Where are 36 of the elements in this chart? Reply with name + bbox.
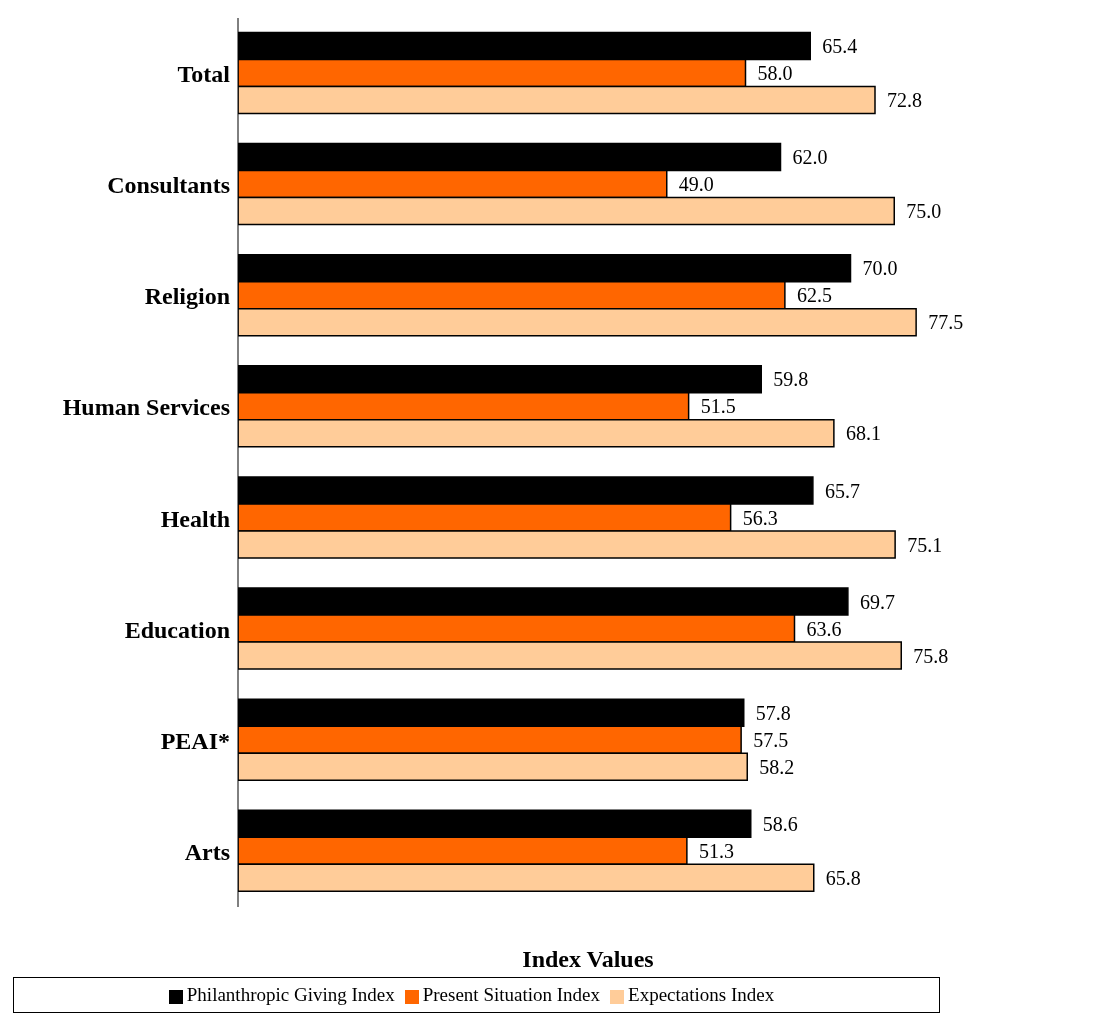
- legend-label: Expectations Index: [628, 984, 775, 1005]
- data-label: 57.8: [755, 701, 791, 724]
- data-label: 57.5: [753, 728, 789, 751]
- data-label: 70.0: [862, 257, 898, 280]
- data-label: 49.0: [678, 173, 714, 196]
- data-label: 56.3: [742, 506, 778, 529]
- y-tick-label: Religion: [144, 283, 230, 310]
- data-label: 63.6: [806, 617, 842, 640]
- y-tick-label: Total: [177, 61, 231, 88]
- data-label: 69.7: [859, 590, 895, 613]
- data-label: 58.2: [759, 755, 795, 778]
- x-axis-title: Index Values: [522, 946, 654, 972]
- data-label: 58.6: [762, 812, 798, 835]
- y-tick-label: Consultants: [107, 172, 230, 199]
- y-tick-label: Education: [124, 616, 230, 643]
- data-label: 59.8: [773, 368, 809, 391]
- data-label: 75.1: [907, 533, 943, 556]
- y-tick-label: Human Services: [62, 394, 230, 421]
- data-label: 65.7: [824, 479, 860, 502]
- data-label: 62.5: [796, 284, 832, 307]
- y-tick-label: Health: [160, 505, 230, 532]
- data-label: 58.0: [757, 62, 793, 85]
- data-label: 51.3: [698, 839, 734, 862]
- data-label: 65.8: [825, 866, 861, 889]
- y-tick-label: Arts: [184, 838, 230, 865]
- data-label: 65.4: [822, 35, 858, 58]
- data-label: 75.8: [913, 644, 949, 667]
- data-label: 51.5: [700, 395, 736, 418]
- legend-label: Present Situation Index: [422, 984, 601, 1005]
- y-tick-label: PEAI*: [160, 727, 230, 754]
- data-label: 75.0: [906, 200, 942, 223]
- data-label: 62.0: [792, 146, 828, 169]
- data-label: 68.1: [845, 422, 881, 445]
- data-label: 77.5: [928, 311, 964, 334]
- legend-label: Philanthropic Giving Index: [186, 984, 395, 1005]
- data-label: 72.8: [887, 89, 922, 112]
